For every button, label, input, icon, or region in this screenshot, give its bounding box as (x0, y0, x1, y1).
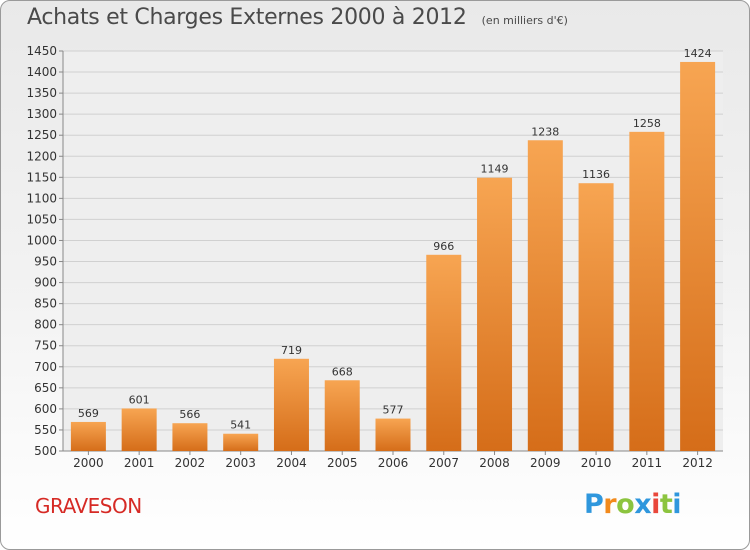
x-tick-label: 2011 (632, 456, 663, 470)
x-tick-label: 2006 (378, 456, 409, 470)
data-label: 966 (433, 240, 454, 253)
y-tick-label: 550 (34, 423, 57, 437)
chart-title-text: Achats et Charges Externes 2000 à 2012 (27, 5, 467, 30)
logo-letter: r (603, 489, 617, 520)
y-tick-label: 900 (34, 276, 57, 290)
bar (121, 408, 157, 451)
y-tick-label: 1250 (26, 128, 57, 142)
x-tick-label: 2005 (327, 456, 358, 470)
y-tick-label: 1200 (26, 149, 57, 163)
data-label: 1238 (531, 125, 559, 138)
logo-letter: i (651, 489, 660, 520)
x-tick-label: 2001 (124, 456, 155, 470)
bar (527, 140, 563, 451)
logo-letter: t (659, 489, 673, 520)
y-tick-label: 600 (34, 402, 57, 416)
data-label: 1149 (481, 163, 509, 176)
x-tick-label: 2000 (73, 456, 104, 470)
bar (172, 423, 208, 451)
bar (375, 418, 411, 451)
data-label: 1424 (684, 47, 712, 60)
chart-unit-label: (en milliers d'€) (481, 14, 568, 27)
plot-area (63, 51, 723, 451)
logo-letter: o (616, 489, 635, 520)
x-tick-label: 2002 (175, 456, 206, 470)
bar (629, 131, 665, 451)
data-label: 541 (230, 419, 251, 432)
y-tick-label: 1450 (26, 44, 57, 58)
proxiti-logo: Proxiti (584, 489, 682, 520)
y-tick-label: 1350 (26, 86, 57, 100)
x-tick-label: 2007 (428, 456, 459, 470)
bar (70, 421, 106, 451)
y-tick-label: 1300 (26, 107, 57, 121)
bar (477, 177, 513, 451)
data-label: 577 (383, 404, 404, 417)
y-tick-label: 750 (34, 339, 57, 353)
bar (273, 358, 309, 451)
y-tick-label: 1150 (26, 170, 57, 184)
y-tick-label: 800 (34, 318, 57, 332)
logo-letter: x (634, 489, 652, 520)
bar (680, 61, 716, 452)
y-tick-label: 650 (34, 381, 57, 395)
data-label: 1136 (582, 168, 610, 181)
data-label: 1258 (633, 117, 661, 130)
bar (578, 183, 614, 452)
x-tick-label: 2009 (530, 456, 561, 470)
x-tick-label: 2010 (581, 456, 612, 470)
logo-letter: P (584, 489, 604, 520)
x-tick-label: 2003 (225, 456, 256, 470)
y-tick-label: 850 (34, 297, 57, 311)
chart-title: Achats et Charges Externes 2000 à 2012 (… (27, 5, 568, 30)
data-label: 719 (281, 344, 302, 357)
x-tick-label: 2004 (276, 456, 307, 470)
x-tick-label: 2012 (682, 456, 713, 470)
x-tick-label: 2008 (479, 456, 510, 470)
y-tick-label: 700 (34, 360, 57, 374)
y-tick-label: 1000 (26, 233, 57, 247)
data-label: 566 (179, 408, 200, 421)
data-label: 569 (78, 407, 99, 420)
bar (426, 254, 462, 451)
data-label: 668 (332, 365, 353, 378)
bar (324, 380, 360, 451)
y-tick-label: 950 (34, 255, 57, 269)
y-tick-label: 500 (34, 444, 57, 458)
y-tick-label: 1050 (26, 212, 57, 226)
y-tick-label: 1100 (26, 191, 57, 205)
y-tick-label: 1400 (26, 65, 57, 79)
bar (223, 433, 259, 451)
commune-name: GRAVESON (35, 494, 142, 518)
data-label: 601 (129, 393, 150, 406)
logo-letter: i (672, 489, 682, 520)
